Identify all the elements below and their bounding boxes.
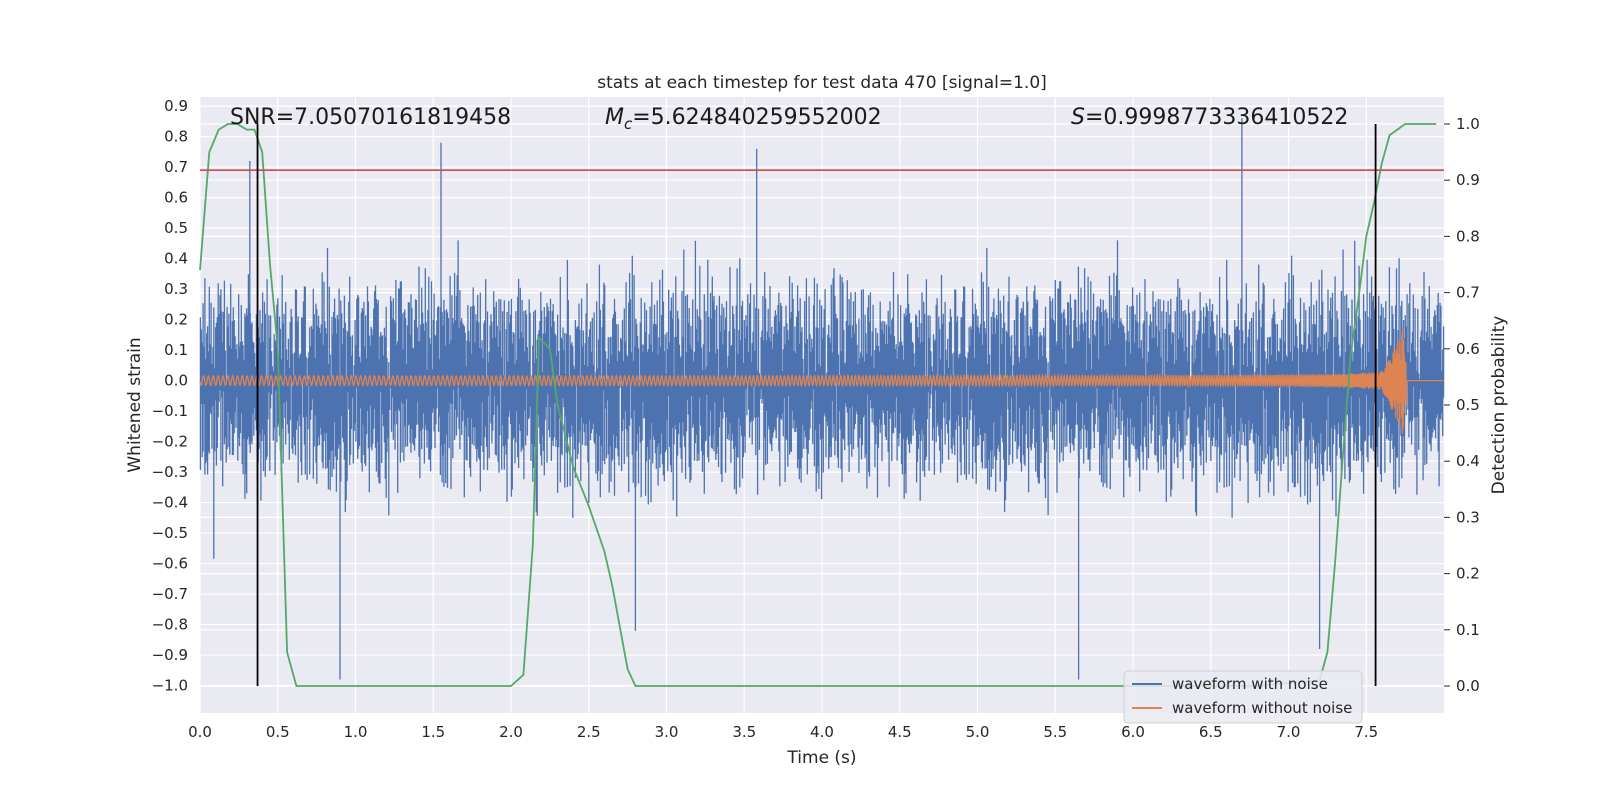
x-tick-label: 2.5 (577, 723, 601, 741)
y-right-tick-label: 0.5 (1456, 396, 1480, 414)
annotation-chirp-mass-subscript: c (624, 115, 633, 133)
y-left-tick-label: 0.4 (164, 250, 188, 268)
legend-label-clean: waveform without noise (1172, 699, 1352, 717)
x-tick-label: 5.0 (966, 723, 990, 741)
y-left-tick-label: −0.3 (152, 463, 188, 481)
y-left-tick-label: −0.7 (152, 585, 188, 603)
annotation-chirp-mass-value: =5.624840259552002 (632, 105, 881, 130)
y-left-tick-label: −0.6 (152, 555, 188, 573)
x-tick-label: 7.5 (1354, 723, 1378, 741)
y-left-tick-label: 0.6 (164, 189, 188, 207)
y-right-tick-label: 0.2 (1456, 565, 1480, 583)
annotation-chirp-mass: Mc=5.624840259552002 (605, 105, 882, 133)
x-tick-label: 5.5 (1043, 723, 1067, 741)
y-axis-right-title: Detection probability (1489, 316, 1509, 495)
annotation-s-value: =0.9998773336410522 (1085, 105, 1348, 130)
y-left-tick-label: 0.5 (164, 219, 188, 237)
y-right-tick-label: 0.7 (1456, 284, 1480, 302)
y-left-tick-label: 0.0 (164, 372, 188, 390)
annotation-s: S=0.9998773336410522 (1071, 105, 1348, 130)
annotation-chirp-mass-symbol: M (605, 105, 624, 130)
y-left-tick-label: −0.9 (152, 646, 188, 664)
x-axis-title: Time (s) (786, 748, 856, 768)
y-right-tick-label: 0.4 (1456, 452, 1480, 470)
y-left-tick-label: 0.2 (164, 311, 188, 329)
legend-box (1123, 670, 1363, 724)
x-tick-label: 0.0 (188, 723, 212, 741)
y-left-tick-label: 0.8 (164, 128, 188, 146)
x-tick-label: 0.5 (266, 723, 290, 741)
y-right-tick-label: 0.9 (1456, 171, 1480, 189)
x-tick-label: 6.0 (1121, 723, 1145, 741)
y-left-tick-label: 0.1 (164, 341, 188, 359)
x-tick-label: 1.5 (421, 723, 445, 741)
y-right-tick-label: 1.0 (1456, 115, 1480, 133)
y-left-tick-label: 0.9 (164, 97, 188, 115)
y-right-tick-label: 0.3 (1456, 508, 1480, 526)
x-tick-label: 3.0 (655, 723, 679, 741)
y-left-tick-label: −0.1 (152, 402, 188, 420)
y-right-tick-label: 0.1 (1456, 621, 1480, 639)
y-axis-left-title: Whitened strain (125, 337, 145, 472)
x-tick-label: 7.0 (1277, 723, 1301, 741)
probability-trace (199, 123, 1437, 687)
vertical-markers (200, 124, 1444, 686)
y-right-tick-label: 0.8 (1456, 227, 1480, 245)
chart-title: stats at each timestep for test data 470… (597, 73, 1047, 93)
x-tick-label: 4.5 (888, 723, 912, 741)
x-tick-label: 2.0 (499, 723, 523, 741)
y-left-tick-label: −0.5 (152, 524, 188, 542)
y-left-tick-label: 0.3 (164, 280, 188, 298)
annotation-s-symbol: S (1071, 105, 1085, 130)
y-left-tick-label: −0.4 (152, 494, 188, 512)
y-right-tick-label: 0.0 (1456, 677, 1480, 695)
legend-label-noise: waveform with noise (1172, 675, 1328, 693)
y-left-tick-label: −1.0 (152, 677, 188, 695)
x-tick-label: 4.0 (810, 723, 834, 741)
x-tick-label: 1.0 (344, 723, 368, 741)
x-tick-label: 6.5 (1199, 723, 1223, 741)
y-left-tick-label: −0.2 (152, 433, 188, 451)
annotation-snr: SNR=7.05070161819458 (230, 105, 511, 130)
x-tick-label: 3.5 (732, 723, 756, 741)
legend: waveform with noise waveform without noi… (1123, 670, 1363, 724)
clean-trace (199, 328, 1444, 434)
y-left-tick-label: −0.8 (152, 616, 188, 634)
series-detection-probability (199, 123, 1437, 687)
y-left-tick-label: 0.7 (164, 158, 188, 176)
tick-labels: 0.0 0.5 1.0 1.5 2.0 2.5 3.0 3.5 4.0 4.5 5.0 5.5 6.0 6… (152, 97, 1480, 741)
series-waveform-without-noise (199, 328, 1444, 434)
y-right-tick-label: 0.6 (1456, 340, 1480, 358)
